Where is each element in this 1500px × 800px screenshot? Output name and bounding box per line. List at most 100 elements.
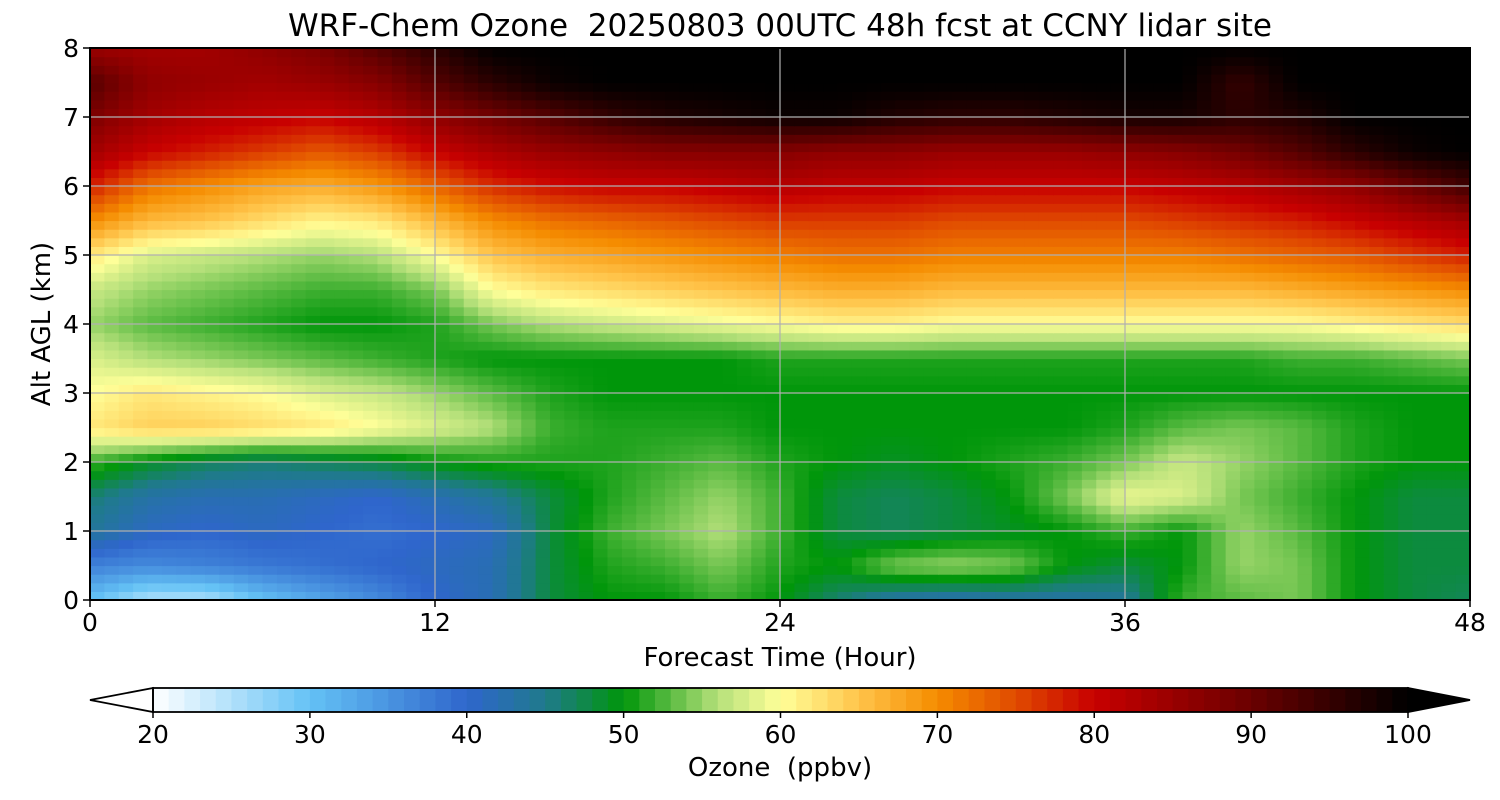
heatmap-cell xyxy=(535,298,551,308)
heatmap-cell xyxy=(1355,358,1370,368)
heatmap-cell xyxy=(794,574,810,584)
heatmap-cell xyxy=(305,324,321,334)
heatmap-cell xyxy=(449,151,465,161)
heatmap-cell xyxy=(650,487,666,498)
heatmap-cell xyxy=(1254,556,1270,567)
heatmap-cell xyxy=(938,591,954,601)
heatmap-cell xyxy=(1240,272,1255,282)
heatmap-cell xyxy=(880,462,896,472)
heatmap-cell xyxy=(305,168,321,178)
heatmap-cell xyxy=(636,237,652,247)
heatmap-cell xyxy=(1196,522,1212,532)
heatmap-cell xyxy=(262,229,278,239)
heatmap-cell xyxy=(938,418,954,429)
heatmap-cell xyxy=(593,168,609,178)
heatmap-cell xyxy=(1383,384,1399,394)
heatmap-cell xyxy=(233,513,249,523)
heatmap-cell xyxy=(593,565,609,575)
heatmap-cell xyxy=(650,289,666,299)
heatmap-cell xyxy=(463,436,479,446)
heatmap-cell xyxy=(506,384,522,394)
heatmap-cell xyxy=(909,186,925,196)
heatmap-cell xyxy=(521,246,537,256)
heatmap-cell xyxy=(1340,280,1356,291)
heatmap-cell xyxy=(449,462,465,472)
heatmap-cell xyxy=(161,513,177,523)
heatmap-cell xyxy=(1038,246,1054,256)
heatmap-cell xyxy=(578,151,594,161)
heatmap-cell xyxy=(118,548,134,558)
heatmap-cell xyxy=(550,591,565,601)
heatmap-cell xyxy=(751,211,767,222)
heatmap-cell xyxy=(478,591,494,601)
heatmap-cell xyxy=(665,410,680,420)
heatmap-cell xyxy=(780,341,795,351)
heatmap-cell xyxy=(765,367,781,377)
heatmap-cell xyxy=(1283,341,1299,351)
heatmap-cell xyxy=(90,436,105,446)
heatmap-cell xyxy=(550,280,565,291)
heatmap-cell xyxy=(578,186,594,196)
heatmap-cell xyxy=(1326,393,1342,403)
heatmap-cell xyxy=(377,263,393,273)
heatmap-cell xyxy=(147,582,163,592)
heatmap-cell xyxy=(1038,522,1054,532)
heatmap-cell xyxy=(1153,332,1169,342)
heatmap-cell xyxy=(650,384,666,394)
heatmap-cell xyxy=(1010,306,1025,316)
heatmap-cell xyxy=(521,479,537,489)
heatmap-cell xyxy=(334,160,350,170)
heatmap-cell xyxy=(1268,505,1284,515)
heatmap-cell xyxy=(1038,358,1054,368)
heatmap-cell xyxy=(1340,427,1356,437)
heatmap-cell xyxy=(492,324,508,334)
heatmap-cell xyxy=(736,220,752,230)
heatmap-cell xyxy=(794,229,810,239)
heatmap-cell xyxy=(751,151,767,161)
heatmap-cell xyxy=(1441,393,1457,403)
heatmap-cell xyxy=(866,332,882,342)
heatmap-cell xyxy=(305,341,321,351)
heatmap-cell xyxy=(1254,324,1270,334)
heatmap-cell xyxy=(1081,315,1097,325)
heatmap-cell xyxy=(1010,349,1025,360)
heatmap-cell xyxy=(1268,410,1284,420)
heatmap-cell xyxy=(1067,556,1083,567)
heatmap-cell xyxy=(104,367,120,377)
heatmap-cell xyxy=(521,349,537,360)
heatmap-cell xyxy=(995,358,1011,368)
heatmap-cell xyxy=(880,384,896,394)
heatmap-cell xyxy=(1010,427,1025,437)
heatmap-cell xyxy=(909,496,925,506)
heatmap-cell xyxy=(650,496,666,506)
heatmap-cell xyxy=(736,177,752,187)
heatmap-cell xyxy=(348,462,364,472)
heatmap-cell xyxy=(981,211,997,222)
heatmap-cell xyxy=(578,194,594,204)
heatmap-cell xyxy=(1283,548,1299,558)
heatmap-cell xyxy=(679,194,695,204)
heatmap-cell xyxy=(248,315,264,325)
heatmap-cell xyxy=(291,367,307,377)
heatmap-cell xyxy=(1168,531,1184,541)
heatmap-cell xyxy=(823,186,839,196)
heatmap-cell xyxy=(923,280,939,291)
heatmap-cell xyxy=(391,203,407,213)
heatmap-cell xyxy=(1081,298,1097,308)
heatmap-cell xyxy=(1196,393,1212,403)
heatmap-cell xyxy=(665,505,680,515)
heatmap-cell xyxy=(363,194,379,204)
heatmap-cell xyxy=(104,513,120,523)
heatmap-cell xyxy=(708,487,724,498)
heatmap-cell xyxy=(693,539,709,549)
heatmap-cell xyxy=(593,522,609,532)
heatmap-cell xyxy=(205,591,220,601)
heatmap-cell xyxy=(1340,358,1356,368)
heatmap-cell xyxy=(1096,298,1112,308)
heatmap-cell xyxy=(118,453,134,463)
heatmap-cell xyxy=(938,255,954,265)
heatmap-cell xyxy=(823,246,839,256)
heatmap-cell xyxy=(794,160,810,170)
heatmap-cell xyxy=(1010,505,1025,515)
heatmap-cell xyxy=(1110,186,1126,196)
